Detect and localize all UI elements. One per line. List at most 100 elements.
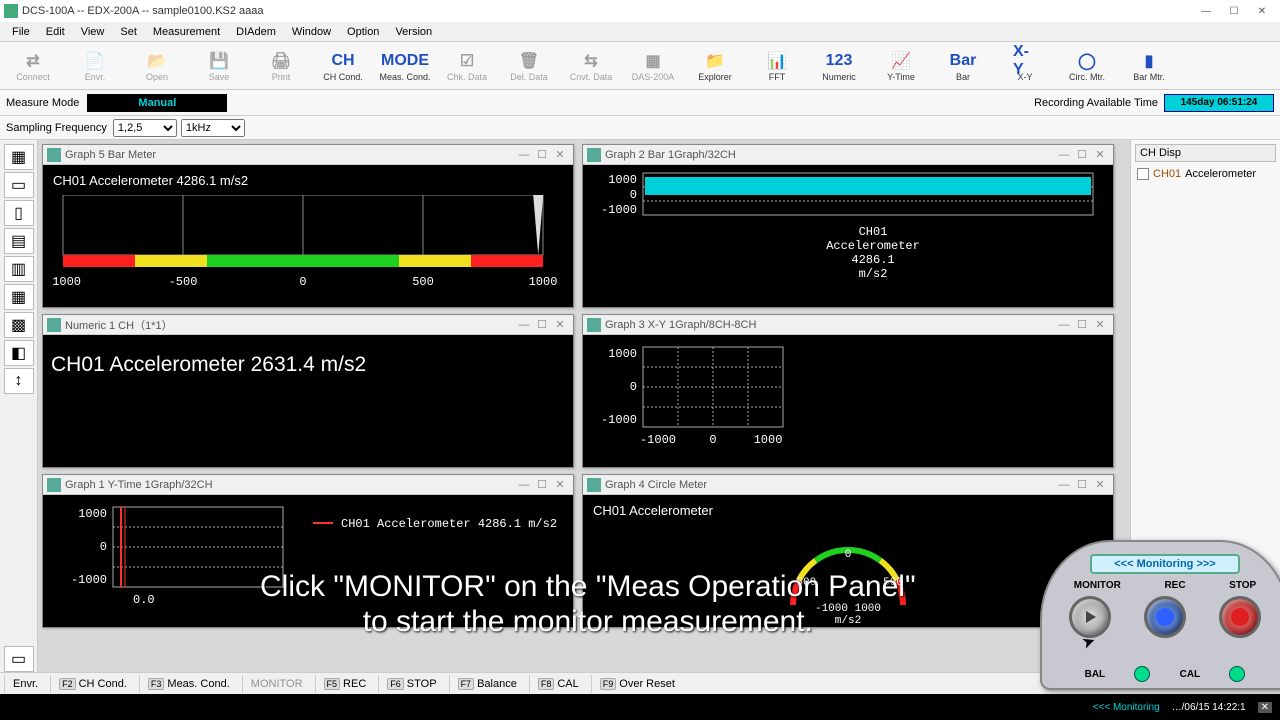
measure-mode-value: Manual (87, 94, 227, 112)
menu-version[interactable]: Version (387, 26, 440, 38)
graph-max-button[interactable]: ☐ (533, 148, 551, 161)
svg-text:-500: -500 (169, 275, 198, 289)
menu-option[interactable]: Option (339, 26, 387, 38)
layout-button-1[interactable]: ▭ (4, 172, 34, 198)
graph-close-button[interactable]: ✕ (551, 478, 569, 491)
monitor-label: MONITOR (1074, 580, 1121, 591)
toolbar-numeric[interactable]: 123Numeric (809, 44, 869, 88)
menu-view[interactable]: View (73, 26, 113, 38)
ch-item[interactable]: CH01 Accelerometer (1135, 166, 1276, 182)
fkey-balance[interactable]: F7Balance (449, 675, 525, 693)
graph-max-button[interactable]: ☐ (1073, 478, 1091, 491)
toolbar-meas-cond-[interactable]: MODEMeas. Cond. (375, 44, 435, 88)
graph-min-button[interactable]: — (1055, 149, 1073, 161)
graph5-header-text: CH01 Accelerometer 4286.1 m/s2 (43, 165, 573, 196)
layout-button-4[interactable]: ▥ (4, 256, 34, 282)
layout-button-2[interactable]: ▯ (4, 200, 34, 226)
sampling-mult-select[interactable]: 1,2,5 (113, 119, 177, 137)
toolbar-x-y[interactable]: X-YX-Y (995, 44, 1055, 88)
numeric-window[interactable]: Numeric 1 CH（1*1）—☐✕ CH01 Accelerometer … (42, 314, 574, 468)
svg-text:0: 0 (709, 433, 716, 447)
graph-min-button[interactable]: — (1055, 479, 1073, 491)
menu-measurement[interactable]: Measurement (145, 26, 228, 38)
graph-icon (47, 318, 61, 332)
toolbar-fft[interactable]: 📊FFT (747, 44, 807, 88)
graph-close-button[interactable]: ✕ (1091, 318, 1109, 331)
fkey-rec[interactable]: F5REC (315, 675, 375, 693)
toolbar-y-time[interactable]: 📈Y-Time (871, 44, 931, 88)
fkey-monitor[interactable]: MONITOR (242, 675, 311, 693)
rec-button[interactable] (1144, 596, 1186, 638)
graph-min-button[interactable]: — (515, 319, 533, 331)
layout-button-last[interactable]: ▭ (4, 646, 34, 672)
menu-set[interactable]: Set (112, 26, 145, 38)
graph-close-button[interactable]: ✕ (551, 318, 569, 331)
graph-icon (587, 478, 601, 492)
toolbar-envr-: 📄Envr. (65, 44, 125, 88)
svg-text:0: 0 (845, 549, 852, 561)
menu-window[interactable]: Window (284, 26, 339, 38)
stop-button[interactable] (1219, 596, 1261, 638)
toolbar-save: 💾Save (189, 44, 249, 88)
svg-text:-1000: -1000 (640, 433, 676, 447)
graph2-title: Graph 2 Bar 1Graph/32CH (605, 149, 736, 161)
graph-min-button[interactable]: — (515, 149, 533, 161)
graph-min-button[interactable]: — (515, 479, 533, 491)
graph-max-button[interactable]: ☐ (533, 318, 551, 331)
svg-text:0: 0 (630, 188, 637, 202)
measure-mode-label: Measure Mode (6, 97, 79, 109)
maximize-button[interactable]: ☐ (1220, 3, 1248, 19)
overlay-instruction: Click "MONITOR" on the "Meas Operation P… (260, 570, 916, 639)
graph-max-button[interactable]: ☐ (1073, 148, 1091, 161)
fkey-over-reset[interactable]: F9Over Reset (591, 675, 683, 693)
app-icon (4, 4, 18, 18)
fkey-stop[interactable]: F6STOP (378, 675, 444, 693)
cal-led-icon (1229, 666, 1245, 682)
minimize-button[interactable]: — (1192, 3, 1220, 19)
graph-close-button[interactable]: ✕ (1091, 148, 1109, 161)
layout-button-7[interactable]: ◧ (4, 340, 34, 366)
layout-button-6[interactable]: ▩ (4, 312, 34, 338)
sampling-freq-select[interactable]: 1kHz (181, 119, 245, 137)
fkey-meas-cond-[interactable]: F3Meas. Cond. (139, 675, 238, 693)
layout-button-3[interactable]: ▤ (4, 228, 34, 254)
fkey-ch-cond-[interactable]: F2CH Cond. (50, 675, 135, 693)
svg-text:1000: 1000 (608, 347, 637, 361)
meas-operation-panel: <<< Monitoring >>> MONITOR REC STOP BAL … (1040, 540, 1280, 690)
layout-button-5[interactable]: ▦ (4, 284, 34, 310)
graph3-title: Graph 3 X-Y 1Graph/8CH-8CH (605, 319, 756, 331)
fkey-cal[interactable]: F8CAL (529, 675, 587, 693)
toolbar-print: 🖨Print (251, 44, 311, 88)
menu-edit[interactable]: Edit (38, 26, 73, 38)
layout-button-8[interactable]: ↕ (4, 368, 34, 394)
ch-name: Accelerometer (1185, 168, 1256, 180)
graph3-window[interactable]: Graph 3 X-Y 1Graph/8CH-8CH —☐✕ 1000 0 -10… (582, 314, 1114, 468)
graph-max-button[interactable]: ☐ (1073, 318, 1091, 331)
close-button[interactable]: ✕ (1248, 3, 1276, 19)
toolbar-ch-cond-[interactable]: CHCH Cond. (313, 44, 373, 88)
menu-diadem[interactable]: DIAdem (228, 26, 284, 38)
checkbox-icon[interactable] (1137, 168, 1149, 180)
graph-max-button[interactable]: ☐ (533, 478, 551, 491)
graph2-window[interactable]: Graph 2 Bar 1Graph/32CH—☐✕ 1000 0 -1000 … (582, 144, 1114, 308)
graph-min-button[interactable]: — (1055, 319, 1073, 331)
toolbar-bar[interactable]: BarBar (933, 44, 993, 88)
toolbar-bar-mtr-[interactable]: ▮Bar Mtr. (1119, 44, 1179, 88)
graph5-window[interactable]: Graph 5 Bar Meter—☐✕ CH01 Accelerometer … (42, 144, 574, 308)
toolbar-explorer[interactable]: 📁Explorer (685, 44, 745, 88)
svg-text:-1000: -1000 (601, 413, 637, 427)
svg-text:500: 500 (412, 275, 434, 289)
recording-label: Recording Available Time (1034, 97, 1158, 109)
fkey-envr-[interactable]: Envr. (4, 675, 46, 693)
menu-file[interactable]: File (4, 26, 38, 38)
status-row: Measure Mode Manual Recording Available … (0, 90, 1280, 116)
ch-disp-header: CH Disp (1135, 144, 1276, 162)
toolbar-circ-mtr-[interactable]: ◯Circ. Mtr. (1057, 44, 1117, 88)
graph-close-button[interactable]: ✕ (551, 148, 569, 161)
graph-close-button[interactable]: ✕ (1091, 478, 1109, 491)
svg-text:-1000: -1000 (53, 275, 81, 289)
taskstrip-close-icon[interactable]: ✕ (1258, 702, 1272, 713)
layout-button-0[interactable]: ▦ (4, 144, 34, 170)
graph-icon (47, 148, 61, 162)
sampling-freq-label: Sampling Frequency (6, 122, 107, 134)
